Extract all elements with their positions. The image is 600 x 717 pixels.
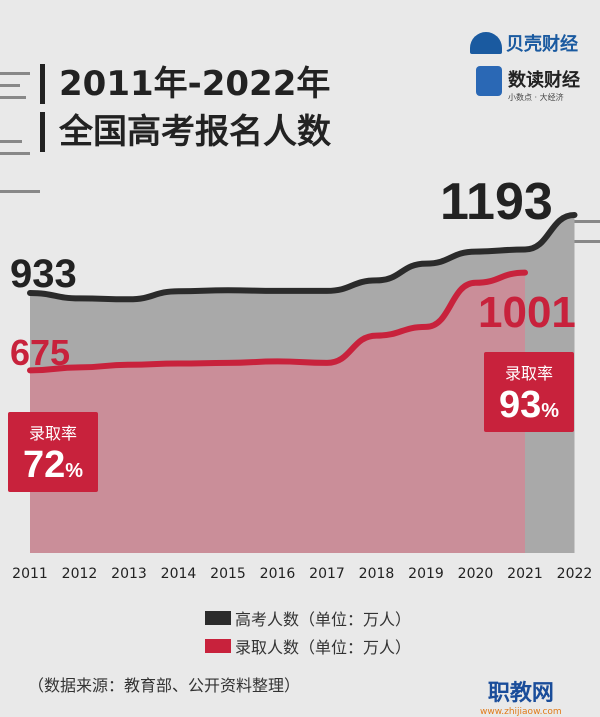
label-admitted-2021: 1001 <box>478 288 576 338</box>
x-tick-2020: 2020 <box>451 566 501 582</box>
label-admitted-2011: 675 <box>10 332 70 374</box>
x-tick-2022: 2022 <box>550 566 600 582</box>
legend-swatch-admitted <box>205 639 231 653</box>
label-applicants-2011: 933 <box>10 252 77 297</box>
x-tick-2013: 2013 <box>104 566 154 582</box>
legend-swatch-applicants <box>205 611 231 625</box>
x-tick-2014: 2014 <box>154 566 204 582</box>
x-tick-2011: 2011 <box>5 566 55 582</box>
x-tick-2019: 2019 <box>401 566 451 582</box>
zhijiao-watermark: 职教网 www.zhijiaow.com <box>480 675 562 717</box>
x-tick-2012: 2012 <box>55 566 105 582</box>
x-tick-2016: 2016 <box>253 566 303 582</box>
x-tick-2017: 2017 <box>302 566 352 582</box>
x-tick-2015: 2015 <box>203 566 253 582</box>
legend-admitted: 录取人数（单位：万人） <box>205 634 411 658</box>
legend-applicants: 高考人数（单位：万人） <box>205 606 411 630</box>
data-source: （数据来源：教育部、公开资料整理） <box>28 672 300 696</box>
x-tick-2021: 2021 <box>500 566 550 582</box>
label-applicants-2022: 1193 <box>440 172 553 232</box>
rate-callout-2021: 录取率 93% <box>484 352 574 432</box>
x-tick-2018: 2018 <box>352 566 402 582</box>
rate-callout-2011: 录取率 72% <box>8 412 98 492</box>
